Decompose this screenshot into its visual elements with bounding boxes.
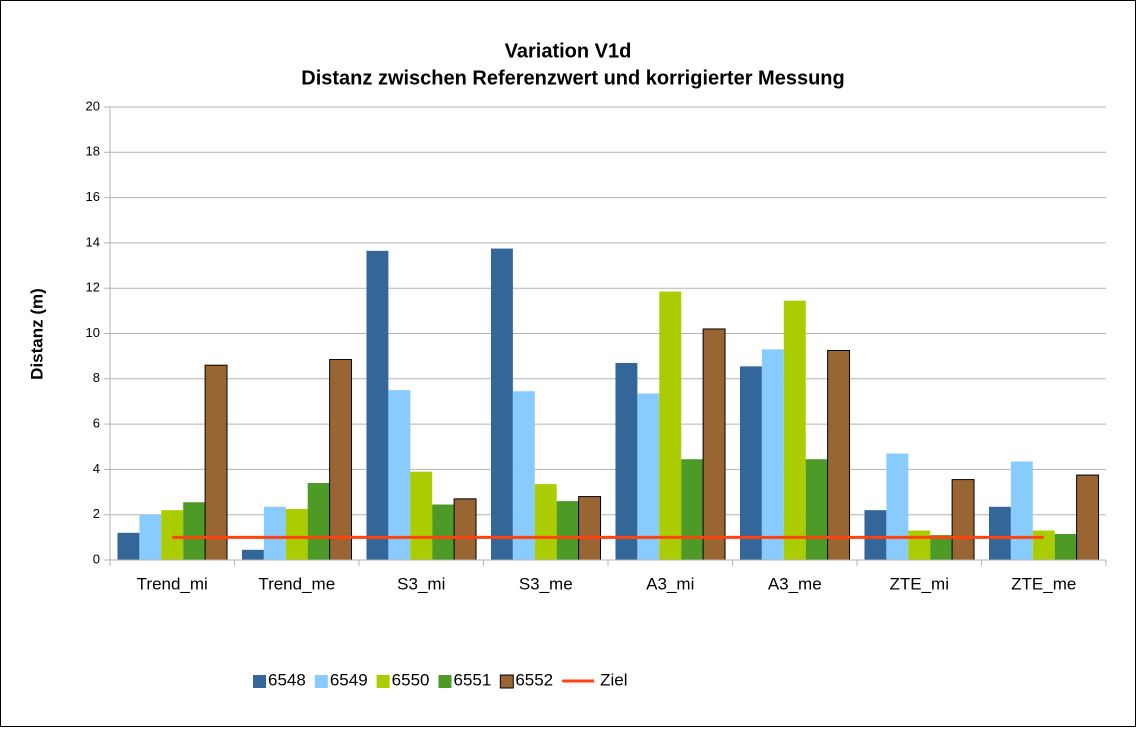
- bar: [951, 479, 975, 561]
- chart-subtitle: Distanz zwischen Referenzwert und korrig…: [301, 67, 844, 89]
- legend-swatch: [314, 675, 328, 688]
- bar: [366, 250, 389, 560]
- bar: [432, 504, 455, 560]
- legend-label: 6551: [453, 670, 491, 689]
- bar: [988, 506, 1011, 560]
- y-tick-label: 12: [86, 280, 100, 295]
- bar: [183, 502, 206, 560]
- bar: [1032, 530, 1055, 560]
- bar: [490, 248, 513, 560]
- bar: [512, 391, 535, 560]
- bar: [1076, 474, 1100, 561]
- y-tick-label: 6: [93, 416, 100, 431]
- y-tick-label: 2: [93, 506, 100, 521]
- legend-label: 6548: [268, 670, 306, 689]
- legend-swatch: [438, 675, 452, 688]
- bar: [329, 359, 353, 561]
- bar: [615, 362, 638, 560]
- bar: [204, 364, 228, 561]
- bar: [1054, 533, 1077, 560]
- chart-title: Variation V1d: [505, 40, 632, 62]
- legend-swatch: [376, 675, 390, 688]
- y-tick-label: 8: [93, 370, 100, 385]
- bar: [637, 393, 660, 560]
- x-tick-label: A3_mi: [646, 574, 694, 593]
- x-tick-label: A3_me: [768, 574, 822, 593]
- bar: [285, 509, 308, 560]
- bar: [578, 496, 602, 561]
- x-tick-label: S3_mi: [397, 574, 445, 593]
- legend-label: Ziel: [600, 670, 627, 689]
- y-tick-label: 20: [86, 98, 100, 113]
- bar: [241, 549, 264, 560]
- y-tick-label: 4: [93, 461, 100, 476]
- x-tick-label: ZTE_me: [1011, 574, 1076, 593]
- bar: [930, 535, 953, 560]
- bar: [534, 484, 557, 560]
- bar: [864, 510, 887, 560]
- y-tick-label: 10: [86, 325, 100, 340]
- y-tick-label: 0: [93, 551, 100, 566]
- legend-label: 6552: [515, 670, 553, 689]
- bar: [681, 459, 704, 560]
- bar: [556, 501, 579, 560]
- legend-swatch: [253, 675, 266, 688]
- bar: [908, 530, 931, 560]
- bar: [702, 328, 726, 561]
- bar: [659, 291, 682, 560]
- bar: [827, 349, 851, 561]
- y-tick-label: 18: [86, 144, 100, 159]
- x-tick-label: S3_me: [519, 574, 573, 593]
- bar: [739, 366, 762, 560]
- bar: [1010, 461, 1033, 560]
- bar: [307, 482, 330, 560]
- x-tick-label: Trend_me: [258, 574, 335, 593]
- bar: [410, 471, 433, 560]
- x-tick-label: Trend_mi: [137, 574, 208, 593]
- bar: [263, 506, 286, 560]
- bar: [805, 459, 828, 560]
- bar: [388, 390, 411, 560]
- legend-swatch: [499, 674, 514, 689]
- bar: [161, 510, 184, 560]
- y-axis-label: Distanz (m): [27, 288, 46, 380]
- bar: [761, 349, 784, 560]
- bar: [453, 498, 477, 561]
- legend-label: 6550: [392, 670, 430, 689]
- bar: [117, 532, 140, 560]
- bar: [139, 514, 162, 560]
- y-tick-label: 16: [86, 189, 100, 204]
- bar: [783, 300, 806, 560]
- y-tick-label: 14: [86, 234, 100, 249]
- legend-label: 6549: [330, 670, 368, 689]
- x-tick-label: ZTE_mi: [890, 574, 950, 593]
- bar: [886, 453, 909, 560]
